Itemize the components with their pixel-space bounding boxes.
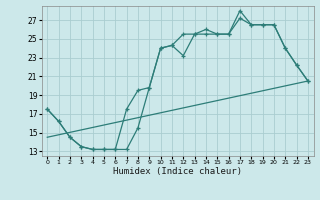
X-axis label: Humidex (Indice chaleur): Humidex (Indice chaleur) — [113, 167, 242, 176]
